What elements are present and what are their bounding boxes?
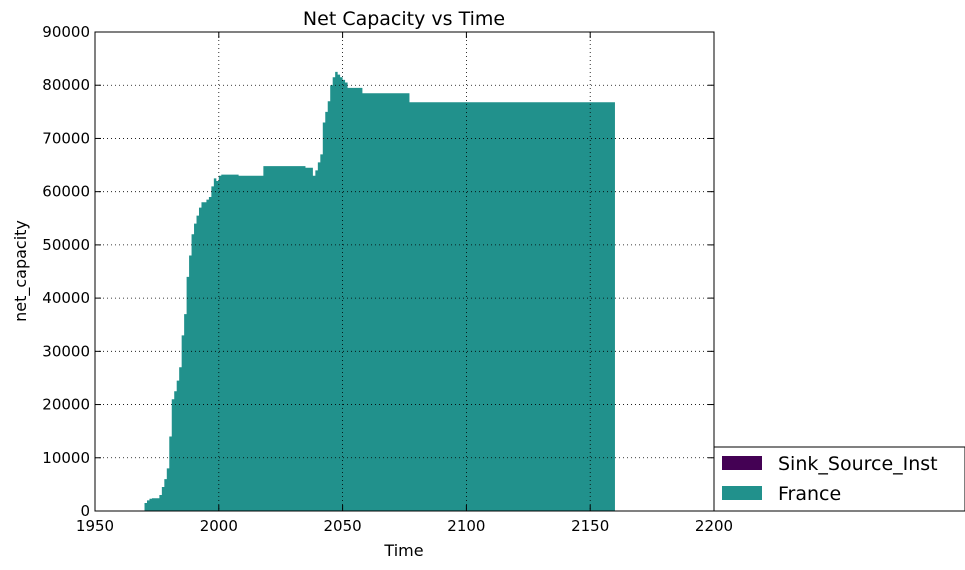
plot-frame bbox=[94, 31, 715, 512]
y-tick-label: 40000 bbox=[42, 289, 90, 307]
legend-label-france: France bbox=[778, 483, 841, 505]
series-area-france bbox=[144, 71, 615, 512]
series-layer bbox=[144, 71, 615, 512]
tick-layer: 1950 2000 2050 2100 2150 2200 0 10000 20000 30000… bbox=[42, 23, 733, 535]
y-tick-label: 90000 bbox=[42, 23, 90, 41]
x-axis-title: Time bbox=[383, 541, 423, 560]
legend-swatch-france bbox=[722, 486, 762, 500]
y-tick-label: 0 bbox=[80, 502, 90, 520]
x-tick-label: 2200 bbox=[695, 517, 733, 535]
x-tick-label: 2000 bbox=[200, 517, 238, 535]
x-tick-label: 2100 bbox=[447, 517, 485, 535]
x-tick-label: 1950 bbox=[76, 517, 114, 535]
y-tick-label: 30000 bbox=[42, 342, 90, 360]
x-tick-label: 2150 bbox=[571, 517, 609, 535]
legend-swatch-sink-source-inst bbox=[722, 456, 762, 470]
x-tick-label: 2050 bbox=[324, 517, 362, 535]
y-tick-label: 80000 bbox=[42, 76, 90, 94]
chart-title: Net Capacity vs Time bbox=[303, 8, 505, 30]
y-axis-title: net_capacity bbox=[11, 220, 31, 322]
legend-label-sink-source-inst: Sink_Source_Inst bbox=[778, 453, 938, 475]
legend: Sink_Source_Inst France bbox=[713, 446, 965, 512]
y-tick-label: 50000 bbox=[42, 236, 90, 254]
y-tick-label: 70000 bbox=[42, 129, 90, 147]
y-tick-label: 20000 bbox=[42, 396, 90, 414]
y-tick-label: 60000 bbox=[42, 183, 90, 201]
plot-area: 1950 2000 2050 2100 2150 2200 0 10000 20000 30000… bbox=[42, 23, 733, 535]
y-tick-label: 10000 bbox=[42, 449, 90, 467]
